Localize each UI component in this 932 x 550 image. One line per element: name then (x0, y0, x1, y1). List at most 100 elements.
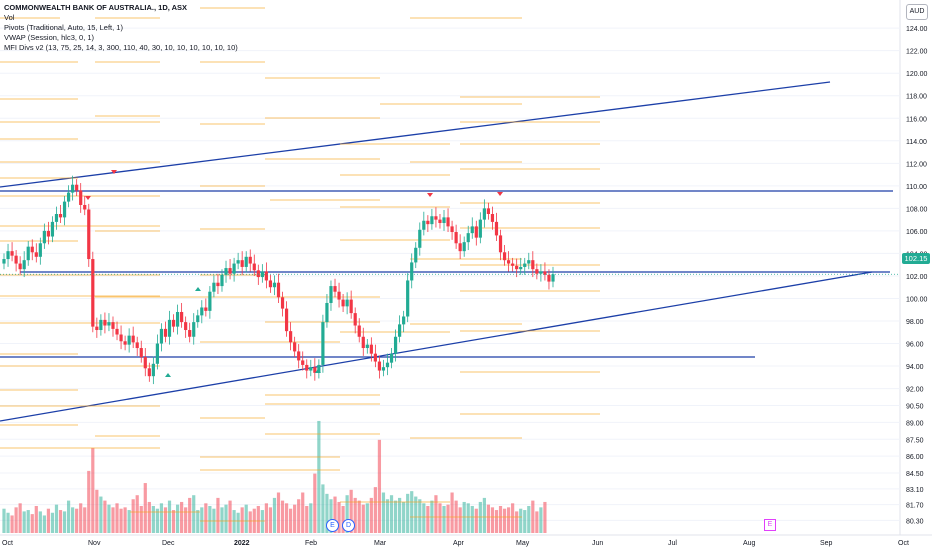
volume-bar (26, 510, 30, 533)
candle (284, 308, 289, 332)
candle (365, 344, 369, 349)
volume-bar (474, 508, 478, 533)
volume-bar (95, 489, 99, 533)
volume-bar (115, 503, 119, 533)
candle (232, 263, 236, 274)
volume-bar (135, 495, 139, 533)
candle (6, 251, 10, 260)
candle (385, 362, 390, 368)
volume-bar (6, 512, 10, 533)
candle (547, 274, 551, 282)
candle (280, 297, 285, 309)
volume-bar (196, 510, 200, 533)
candle (66, 192, 71, 202)
price-tick-label: 98.00 (906, 319, 924, 326)
volume-bar (511, 503, 515, 533)
price-tick-label: 87.50 (906, 437, 924, 444)
mfi-legend[interactable]: MFI Divs v2 (13, 75, 25, 14, 3, 300, 110… (4, 43, 238, 52)
candle (58, 214, 63, 218)
candle (192, 322, 196, 337)
candle (329, 286, 333, 303)
candle (321, 322, 325, 365)
candle (527, 260, 531, 264)
candle (410, 262, 414, 281)
volume-bar (87, 470, 91, 533)
time-tick-label: Sep (820, 540, 833, 547)
volume-bar (272, 497, 277, 533)
volume-bar (216, 497, 220, 533)
candle (519, 266, 523, 270)
vwap-legend[interactable]: VWAP (Session, hlc3, 0, 1) (4, 33, 95, 42)
earnings-badge[interactable]: E (764, 519, 776, 531)
volume-bar (79, 503, 83, 533)
candle (127, 335, 131, 345)
volume-bar (224, 504, 228, 533)
candle (341, 299, 345, 307)
candle (256, 270, 260, 278)
candle (506, 260, 511, 264)
currency-badge[interactable]: AUD (906, 4, 928, 20)
volume-bar (385, 499, 390, 533)
volume-bar (305, 506, 309, 533)
candle (466, 233, 470, 243)
candle (301, 360, 305, 365)
price-tick-label: 90.50 (906, 403, 924, 410)
pivots-legend[interactable]: Pivots (Traditional, Auto, 15, Left, 1) (4, 23, 123, 32)
candle (26, 246, 30, 261)
candle (349, 299, 353, 314)
volume-bar (357, 500, 361, 533)
volume-bar (297, 499, 301, 533)
candle (438, 219, 442, 224)
candle (357, 325, 361, 337)
volume-bar (204, 503, 208, 533)
candle (272, 282, 277, 288)
price-tick-label: 112.00 (906, 161, 927, 168)
volume-bar (301, 492, 305, 533)
volume-bar (103, 500, 107, 533)
volume-bar (462, 501, 466, 533)
price-tick-label: 120.00 (906, 71, 928, 78)
volume-bar (119, 508, 123, 533)
symbol-title[interactable]: COMMONWEALTH BANK OF AUSTRALIA., 1D, ASX (4, 3, 188, 12)
price-tick-label: 114.00 (906, 139, 927, 146)
volume-bar (535, 511, 539, 533)
time-tick-label: Mar (374, 540, 387, 547)
price-axis[interactable] (900, 0, 932, 550)
vol-legend[interactable]: Vol (4, 13, 15, 22)
volume-bar (192, 495, 196, 533)
volume-bar (220, 507, 224, 533)
lower-trendline[interactable] (0, 271, 873, 422)
candle (103, 319, 107, 326)
volume-bar (147, 501, 151, 533)
volume-bar (341, 506, 345, 533)
candle (313, 367, 317, 373)
volume-bar (393, 500, 398, 533)
candle (551, 274, 555, 282)
upper-trendline[interactable] (0, 81, 831, 188)
candle (377, 361, 382, 371)
candle (50, 221, 55, 237)
volume-bar (317, 420, 321, 533)
volume-bar (46, 508, 51, 533)
volume-bar (498, 506, 503, 533)
candle (426, 220, 430, 225)
volume-bar (139, 506, 143, 533)
volume-bar (91, 447, 95, 533)
volume-bar (377, 439, 382, 533)
price-tick-label: 84.50 (906, 471, 924, 478)
event-badge-e[interactable]: E (326, 519, 339, 532)
volume-bar (527, 506, 531, 533)
price-tick-label: 108.00 (906, 206, 928, 213)
volume-bar (127, 510, 131, 533)
candle (474, 226, 478, 238)
candle (2, 259, 6, 264)
dividend-badge[interactable]: D (342, 519, 355, 532)
volume-bar (293, 504, 297, 533)
volume-bar (494, 510, 499, 533)
candle (46, 230, 51, 237)
candle (337, 291, 341, 300)
candle (268, 280, 273, 288)
candle (434, 216, 438, 220)
